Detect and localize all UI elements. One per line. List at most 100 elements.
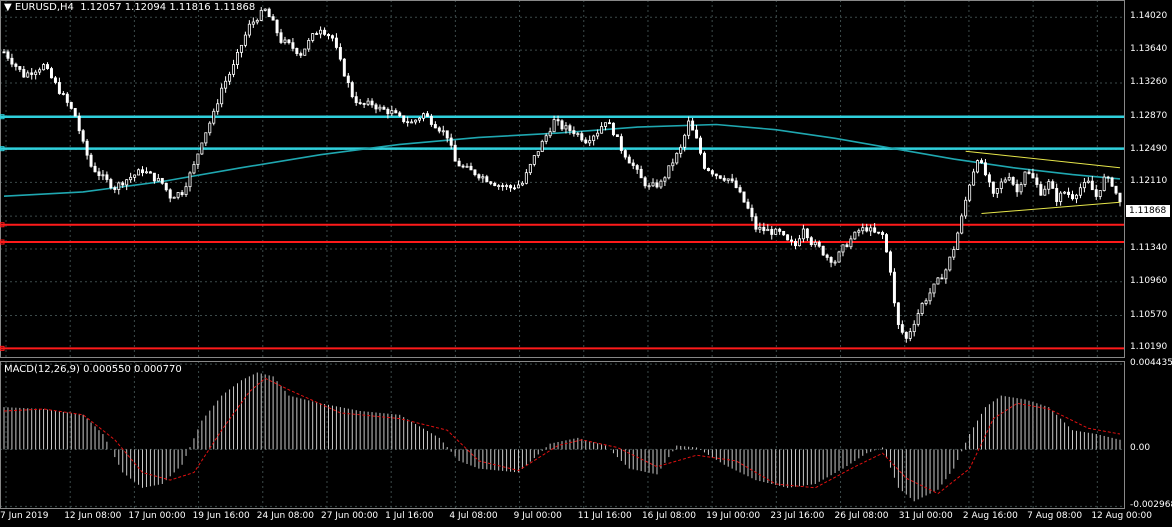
candle-body (61, 93, 65, 95)
candle-body (1071, 194, 1074, 200)
candle-body (805, 228, 809, 239)
candle-body (746, 201, 750, 209)
candle-body (1090, 180, 1094, 191)
candle-body (89, 154, 93, 167)
level-anchor (0, 345, 5, 351)
candle-body (160, 177, 164, 184)
time-tick-label: 9 Jul 00:00 (513, 511, 562, 521)
candle-body (683, 134, 687, 148)
candle-body (956, 232, 960, 250)
candle-body (1035, 177, 1039, 185)
candle-body (481, 176, 485, 179)
candle-body (509, 185, 513, 189)
candle-body (85, 140, 89, 156)
candle-body (1098, 190, 1102, 197)
candle-body (952, 249, 956, 258)
candle-body (544, 135, 548, 142)
candle-body (366, 100, 370, 105)
candle-body (778, 228, 782, 232)
candle-body (311, 33, 315, 41)
candle-body (833, 261, 837, 264)
candle-body (513, 187, 516, 190)
candle-body (101, 174, 105, 177)
candle-body (113, 187, 117, 190)
time-tick-label: 26 Jul 08:00 (834, 511, 889, 521)
candle-body (69, 102, 73, 109)
candle-body (714, 173, 718, 177)
candle-body (706, 167, 710, 172)
main-panel-border (0, 0, 1125, 358)
candle-body (865, 227, 869, 232)
candle-body (489, 181, 493, 184)
candle-body (144, 171, 148, 174)
candle-body (81, 130, 85, 142)
candle-body (841, 244, 845, 253)
candle-body (516, 184, 520, 189)
candle-body (647, 185, 651, 188)
candle-body (283, 39, 287, 43)
candle-body (1102, 176, 1106, 191)
candle-body (323, 29, 327, 35)
macd-header: MACD(12,26,9) 0.000550 0.000770 (4, 364, 182, 375)
candle-body (635, 165, 639, 170)
candle-body (536, 151, 540, 156)
price-tick-label: 1.14020 (1130, 11, 1168, 22)
candle-body (944, 269, 948, 280)
candle-body (1074, 194, 1078, 200)
time-tick-label: 7 Aug 08:00 (1027, 511, 1083, 521)
candle-body (928, 292, 932, 302)
chart-header: ▼ EURUSD,H4 1.12057 1.12094 1.11816 1.11… (4, 2, 255, 13)
candle-body (449, 137, 453, 146)
candle-body (639, 168, 643, 179)
candle-body (1082, 182, 1086, 189)
candle-body (1039, 184, 1043, 196)
time-tick-label: 12 Aug 00:00 (1091, 511, 1152, 521)
candle-body (790, 239, 794, 242)
candle-body (532, 155, 536, 165)
time-tick-label: 19 Jul 00:00 (706, 511, 761, 521)
candle-body (908, 331, 912, 339)
ohlc-values: 1.12057 1.12094 1.11816 1.11868 (80, 2, 256, 13)
candle-body (750, 207, 754, 218)
time-tick-label: 11 Jul 16:00 (577, 511, 632, 521)
candle-body (643, 177, 647, 187)
candle-body (378, 106, 382, 110)
candle-body (742, 191, 746, 203)
candle-body (410, 121, 414, 124)
candle-body (671, 162, 675, 167)
candle-body (176, 192, 180, 198)
candle-body (247, 23, 251, 36)
candle-body (441, 130, 445, 133)
time-tick-label: 4 Jul 08:00 (449, 511, 498, 521)
candle-body (1027, 171, 1031, 174)
candle-body (109, 179, 113, 189)
candle-body (168, 189, 172, 199)
candle-body (548, 131, 552, 137)
time-tick-label: 27 Jun 00:00 (320, 511, 379, 521)
candle-body (520, 182, 524, 186)
candle-body (148, 171, 152, 174)
candle-body (433, 124, 437, 129)
time-tick-label: 31 Jul 00:00 (898, 511, 953, 521)
candle-body (291, 42, 295, 49)
candle-body (659, 180, 663, 188)
candle-body (208, 122, 212, 134)
candle-body (236, 51, 239, 65)
candle-body (817, 241, 821, 247)
candle-body (232, 64, 236, 75)
candle-body (691, 120, 695, 131)
candle-body (1086, 180, 1090, 183)
candle-body (726, 178, 730, 181)
price-tick-label: 1.12870 (1130, 110, 1168, 121)
moving-average-line (3, 123, 1121, 197)
collapse-icon[interactable]: ▼ (4, 2, 15, 13)
candle-body (228, 73, 232, 82)
candle-body (141, 169, 144, 174)
candle-body (2, 51, 6, 54)
candle-body (156, 177, 160, 182)
time-tick-label: 23 Jul 16:00 (770, 511, 825, 521)
candle-body (873, 227, 877, 233)
current-price-label: 1.11868 (1126, 205, 1170, 217)
candle-body (604, 122, 608, 127)
